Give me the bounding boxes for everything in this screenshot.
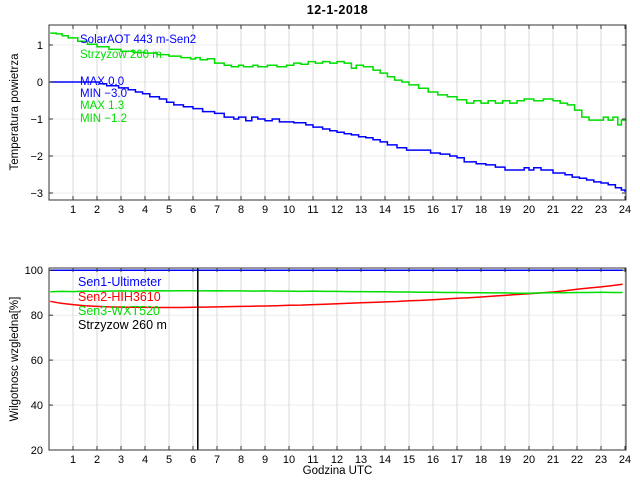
x-tick-label: 8 <box>238 204 244 216</box>
legend-sen3-wxt520: Sen3-WXT520 <box>78 304 160 318</box>
x-tick-label: 2 <box>94 204 100 216</box>
x-tick-label: 22 <box>571 454 583 466</box>
legend-sen1-ultimeter: Sen1-Ultimeter <box>78 275 162 289</box>
annotation-min-blue: MIN −3.0 <box>80 88 127 100</box>
x-tick-label: 12 <box>331 204 343 216</box>
x-tick-label: 9 <box>262 204 268 216</box>
x-tick-label: 16 <box>427 204 439 216</box>
x-tick-label: 20 <box>523 454 535 466</box>
x-tick-label: 14 <box>379 454 391 466</box>
x-tick-label: 12 <box>331 454 343 466</box>
x-tick-label: 13 <box>355 204 367 216</box>
series-strzyzow-260m-temp <box>50 32 626 126</box>
x-tick-label: 7 <box>214 204 220 216</box>
x-tick-label: 11 <box>307 454 318 466</box>
x-tick-label: 23 <box>595 204 607 216</box>
x-tick-label: 23 <box>595 454 607 466</box>
legend-strzyzow-260m: Strzyzow 260 m <box>78 318 167 332</box>
legend-strzyzow-temp: Strzyzow 260 m <box>80 49 162 61</box>
x-tick-label: 10 <box>283 204 295 216</box>
annotation-max-blue: MAX 0.0 <box>80 76 125 88</box>
y-tick-label: −2 <box>30 151 43 163</box>
x-tick-label: 20 <box>523 204 535 216</box>
x-tick-label: 19 <box>499 204 511 216</box>
x-tick-label: 2 <box>94 454 100 466</box>
x-tick-label: 18 <box>475 204 487 216</box>
x-tick-label: 10 <box>283 454 295 466</box>
x-tick-label: 3 <box>118 204 124 216</box>
x-tick-label: 5 <box>166 454 172 466</box>
humidity-y-axis-label: Wilgotnosc wzgledna[%] <box>9 296 21 422</box>
x-tick-label: 6 <box>190 454 196 466</box>
x-tick-label: 15 <box>403 204 415 216</box>
x-tick-label: 19 <box>499 454 511 466</box>
x-tick-label: 16 <box>427 454 439 466</box>
x-tick-label: 4 <box>142 204 148 216</box>
x-tick-label: 17 <box>451 204 463 216</box>
x-tick-label: 21 <box>547 454 559 466</box>
temperature-y-axis-label: Temperatura powietrza <box>9 53 21 171</box>
y-tick-label: −3 <box>30 188 43 200</box>
figure-title: 12-1-2018 <box>306 3 369 17</box>
annotation-min-green: MIN −1.2 <box>80 113 127 125</box>
x-tick-label: 9 <box>262 454 268 466</box>
y-tick-label: 0 <box>37 77 43 89</box>
x-tick-label: 21 <box>547 204 559 216</box>
x-tick-label: 7 <box>214 454 220 466</box>
y-tick-label: −1 <box>30 114 43 126</box>
x-tick-label: 24 <box>619 204 631 216</box>
temperature-plot: 1 2 3 4 5 6 7 8 9 10 11 12 13 14 15 16 17 18 19 20 21 22 23 241… <box>30 24 631 216</box>
y-tick-label: 20 <box>31 445 43 457</box>
legend-sen2-hih3610: Sen2-HIH3610 <box>78 290 161 304</box>
y-tick-label: 60 <box>31 355 43 367</box>
x-tick-label: 4 <box>142 454 148 466</box>
x-axis-label: Godzina UTC <box>302 465 373 477</box>
x-tick-label: 18 <box>475 454 487 466</box>
legend-solaraot-sen2: SolarAOT 443 m-Sen2 <box>80 34 197 46</box>
x-tick-label: 8 <box>238 454 244 466</box>
y-tick-label: 40 <box>31 400 43 412</box>
x-tick-label: 1 <box>70 204 76 216</box>
x-tick-label: 3 <box>118 454 124 466</box>
y-tick-label: 1 <box>37 40 43 52</box>
x-tick-label: 11 <box>307 204 318 216</box>
x-tick-label: 1 <box>70 454 76 466</box>
x-tick-label: 5 <box>166 204 172 216</box>
y-tick-label: 100 <box>25 265 43 277</box>
x-tick-label: 6 <box>190 204 196 216</box>
annotation-max-green: MAX 1.3 <box>80 100 125 112</box>
humidity-plot: 1 2 3 4 5 6 7 8 9 10 11 12 13 14 15 16 17 18 19 20 21 22 23 241… <box>25 265 631 466</box>
x-tick-label: 13 <box>355 454 367 466</box>
x-tick-label: 22 <box>571 204 583 216</box>
x-tick-label: 24 <box>619 454 631 466</box>
x-tick-label: 15 <box>403 454 415 466</box>
x-tick-label: 17 <box>451 454 463 466</box>
series-sen3-wxt520 <box>50 289 623 294</box>
series-solaraot-443m-sen2 <box>50 81 626 192</box>
y-tick-label: 80 <box>31 310 43 322</box>
x-tick-label: 14 <box>379 204 391 216</box>
